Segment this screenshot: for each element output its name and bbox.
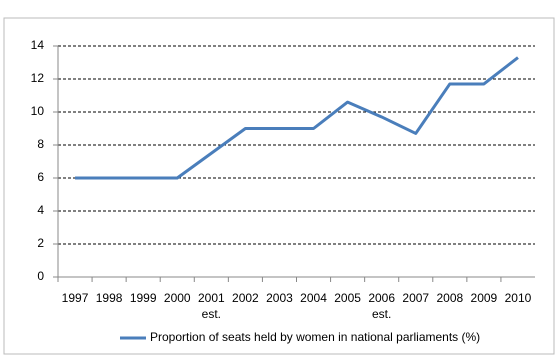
x-tick-label: 2007: [402, 291, 429, 305]
y-tick-label: 12: [31, 71, 45, 85]
x-tick-label: 1997: [62, 291, 89, 305]
chart-frame: [3, 17, 555, 355]
data-line: [75, 56, 519, 180]
y-tick-label: 0: [37, 269, 44, 283]
x-tick-label: 2006 est.: [368, 291, 395, 321]
x-tick-label: 1999: [130, 291, 157, 305]
x-tick-label: 2002: [232, 291, 259, 305]
x-tick-label: 2010: [505, 291, 532, 305]
y-tick-label: 4: [37, 203, 44, 217]
x-tick-label: 2004: [300, 291, 327, 305]
x-tick-label: 2003: [266, 291, 293, 305]
x-tick-label: 2009: [471, 291, 498, 305]
x-tick-label: 2000: [164, 291, 191, 305]
legend-label: Proportion of seats held by women in nat…: [150, 330, 480, 344]
x-tick-label: 2001 est.: [198, 291, 225, 321]
y-tick-label: 14: [31, 38, 45, 52]
x-tick-label: 1998: [96, 291, 123, 305]
y-tick-label: 10: [31, 104, 45, 118]
x-tick-label: 2008: [436, 291, 463, 305]
y-tick-label: 6: [37, 170, 44, 184]
y-tick-label: 2: [37, 236, 44, 250]
x-tick-label: 2005: [334, 291, 361, 305]
y-tick-label: 8: [37, 137, 44, 151]
